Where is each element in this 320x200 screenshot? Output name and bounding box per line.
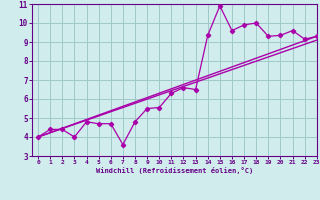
X-axis label: Windchill (Refroidissement éolien,°C): Windchill (Refroidissement éolien,°C) bbox=[96, 167, 253, 174]
